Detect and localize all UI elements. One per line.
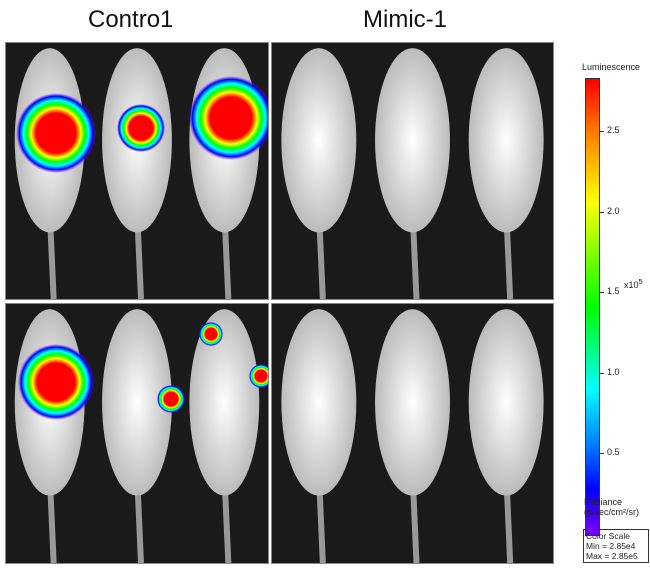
mouse (281, 48, 357, 299)
mouse (375, 48, 450, 299)
color-scale-box: Color Scale Min = 2.85e4 Max = 2.85e5 (583, 529, 649, 563)
colorbar-tick-label: 1.5 (607, 286, 620, 296)
colorbar-tick (600, 211, 604, 213)
mouse (102, 309, 172, 563)
panel-control-bottom (5, 303, 269, 564)
colorbar-tick-label: 2.0 (607, 205, 620, 216)
luminescence-signal (249, 364, 268, 388)
colorbar (585, 78, 600, 536)
color-scale-max: Max = 2.85e5 (586, 551, 638, 561)
exponent-power: 5 (638, 277, 643, 286)
luminescence-signal (16, 93, 96, 173)
panel-mimic-bottom (271, 303, 554, 564)
colorbar-exponent: x105 (624, 277, 643, 290)
mouse (468, 309, 544, 563)
mouse (281, 309, 357, 563)
luminescence-signal (189, 76, 268, 160)
colorbar-tick-label: 0.5 (607, 447, 620, 457)
control-group-title: Contro1 (88, 6, 174, 33)
radiance-text: Radiance (584, 497, 623, 507)
colorbar-tick (600, 292, 604, 293)
color-scale-title: Color Scale (586, 531, 630, 541)
radiance-unit: (p/sec/cm²/sr) (584, 507, 639, 517)
mimic-group-title: Mimic-1 (363, 6, 447, 33)
colorbar-tick (600, 131, 604, 132)
luminescence-signal (117, 104, 165, 152)
colorbar-tick (600, 453, 604, 454)
mouse (189, 309, 260, 563)
unit-label: Radiance (p/sec/cm²/sr) (584, 497, 639, 517)
panel-mimic-top (271, 42, 554, 300)
color-scale-min: Min = 2.85e4 (586, 541, 636, 551)
colorbar-tick-label: 1.0 (607, 366, 620, 377)
colorbar-tick (600, 372, 604, 374)
luminescence-signal (157, 385, 185, 413)
mouse (14, 48, 85, 299)
luminescence-signal (199, 322, 223, 346)
luminescence-signal (18, 344, 94, 420)
mouse (468, 48, 544, 299)
exponent-base: x10 (624, 280, 639, 290)
panel-control-top (5, 42, 269, 300)
mouse (102, 48, 172, 299)
mouse (375, 309, 450, 563)
colorbar-title: Luminescence (582, 62, 641, 72)
colorbar-tick-label: 2.5 (607, 125, 620, 135)
